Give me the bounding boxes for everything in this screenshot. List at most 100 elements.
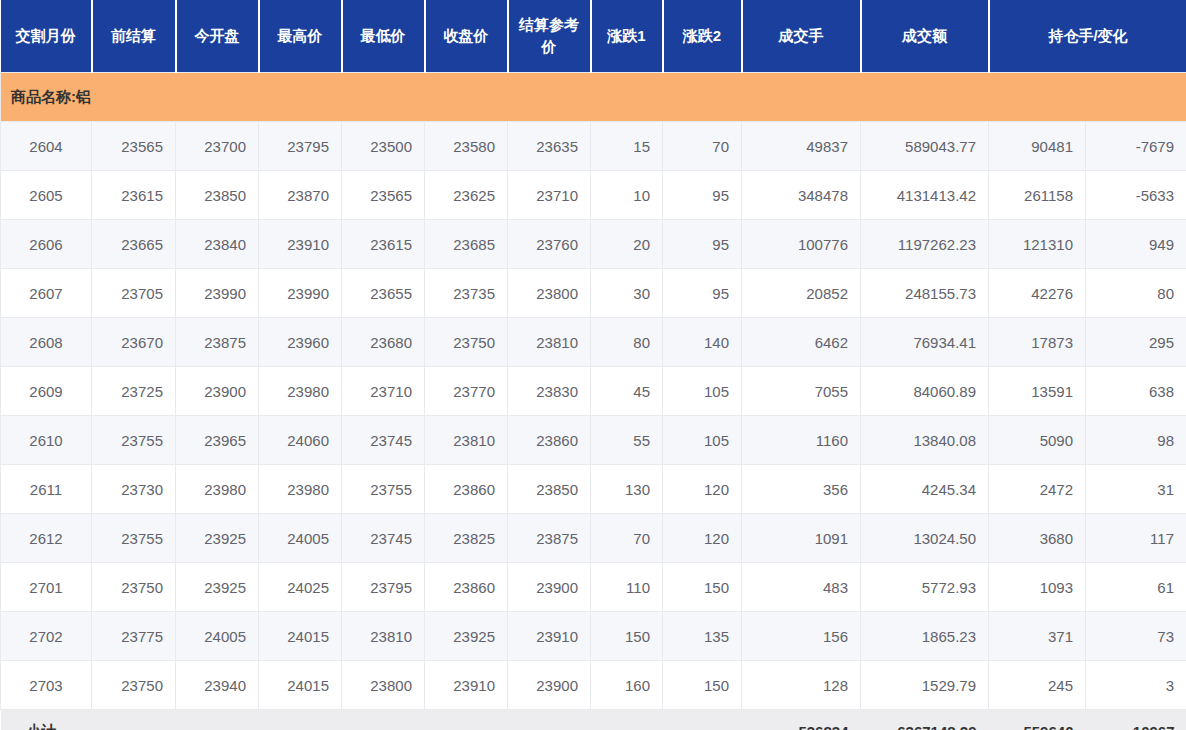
cell-value: 24015 (259, 612, 342, 661)
cell-delivery-month: 2606 (1, 220, 92, 269)
cell-value: 589043.77 (861, 122, 989, 171)
cell-value: 73 (1086, 612, 1186, 661)
cell-value: 120 (663, 465, 742, 514)
table-row: 2702237752400524015238102392523910150135… (1, 612, 1186, 661)
cell-value: 42276 (989, 269, 1086, 318)
cell-value: 23770 (425, 367, 508, 416)
cell-value: 295 (1086, 318, 1186, 367)
cell-value: 1197262.23 (861, 220, 989, 269)
cell-delivery-month: 2702 (1, 612, 92, 661)
commodity-group-row: 商品名称:铝 (1, 73, 1186, 122)
cell-value: 348478 (742, 171, 861, 220)
cell-value: 7055 (742, 367, 861, 416)
cell-value: 23810 (425, 416, 508, 465)
cell-value: 3 (1086, 661, 1186, 710)
cell-value: 4245.34 (861, 465, 989, 514)
cell-value: 245 (989, 661, 1086, 710)
cell-value: 13024.50 (861, 514, 989, 563)
cell-value: 13840.08 (861, 416, 989, 465)
cell-value: 23825 (425, 514, 508, 563)
table-row: 2604235652370023795235002358023635157049… (1, 122, 1186, 171)
cell-value: 120 (663, 514, 742, 563)
cell-value: 23965 (176, 416, 259, 465)
cell-value: 80 (591, 318, 663, 367)
cell-value: 23830 (508, 367, 591, 416)
cell-value: 23980 (176, 465, 259, 514)
cell-value: 13591 (989, 367, 1086, 416)
cell-value: 23870 (259, 171, 342, 220)
cell-value: 6462 (742, 318, 861, 367)
cell-value: 23670 (92, 318, 176, 367)
cell-value: 30 (591, 269, 663, 318)
cell-value: 248155.73 (861, 269, 989, 318)
cell-value: 23750 (425, 318, 508, 367)
cell-value: 23940 (176, 661, 259, 710)
cell-value: 638 (1086, 367, 1186, 416)
cell-value: 95 (663, 220, 742, 269)
cell-value: 24025 (259, 563, 342, 612)
table-body: 商品名称:铝 260423565237002379523500235802363… (1, 73, 1186, 730)
futures-table: 交割月份 前结算 今开盘 最高价 最低价 收盘价 结算参考价 涨跌1 涨跌2 成… (0, 0, 1186, 730)
cell-value: 95 (663, 171, 742, 220)
cell-delivery-month: 2610 (1, 416, 92, 465)
col-header-volume: 成交手 (742, 0, 861, 73)
subtotal-row: 小计 536834 6367148.29 559640 -10967 (1, 710, 1186, 730)
cell-value: 23860 (425, 563, 508, 612)
cell-value: 23730 (92, 465, 176, 514)
cell-value: 483 (742, 563, 861, 612)
cell-value: 23755 (92, 514, 176, 563)
cell-value: 135 (663, 612, 742, 661)
col-header-open-interest-change: 持仓手/变化 (989, 0, 1186, 73)
cell-value: 31 (1086, 465, 1186, 514)
cell-value: 23655 (342, 269, 425, 318)
col-header-prev-settlement: 前结算 (92, 0, 176, 73)
col-header-settlement-ref: 结算参考价 (508, 0, 591, 73)
cell-value: 105 (663, 416, 742, 465)
cell-value: 23750 (92, 563, 176, 612)
subtotal-turnover: 6367148.29 (861, 710, 989, 730)
cell-value: 121310 (989, 220, 1086, 269)
table-row: 2610237552396524060237452381023860551051… (1, 416, 1186, 465)
cell-value: 23635 (508, 122, 591, 171)
cell-value: 23875 (176, 318, 259, 367)
cell-value: 23910 (425, 661, 508, 710)
cell-value: 23615 (92, 171, 176, 220)
cell-value: 10 (591, 171, 663, 220)
cell-value: 55 (591, 416, 663, 465)
cell-value: 23900 (508, 563, 591, 612)
cell-value: 105 (663, 367, 742, 416)
cell-value: 95 (663, 269, 742, 318)
cell-value: 70 (591, 514, 663, 563)
cell-value: 23565 (92, 122, 176, 171)
cell-value: 130 (591, 465, 663, 514)
cell-value: 24060 (259, 416, 342, 465)
subtotal-label: 小计 (1, 710, 92, 730)
cell-value: 23850 (508, 465, 591, 514)
cell-value: 1093 (989, 563, 1086, 612)
cell-value: 23565 (342, 171, 425, 220)
cell-value: 23745 (342, 514, 425, 563)
cell-value: 23810 (342, 612, 425, 661)
col-header-change1: 涨跌1 (591, 0, 663, 73)
subtotal-open-interest: 559640 (989, 710, 1086, 730)
table-row: 2701237502392524025237952386023900110150… (1, 563, 1186, 612)
cell-value: 2472 (989, 465, 1086, 514)
col-header-high: 最高价 (259, 0, 342, 73)
cell-delivery-month: 2701 (1, 563, 92, 612)
cell-value: 23925 (176, 563, 259, 612)
cell-value: 23860 (425, 465, 508, 514)
cell-value: 23980 (259, 465, 342, 514)
cell-value: 110 (591, 563, 663, 612)
cell-value: 150 (663, 563, 742, 612)
cell-value: 49837 (742, 122, 861, 171)
cell-value: 23665 (92, 220, 176, 269)
cell-value: 23925 (176, 514, 259, 563)
futures-quotes-page: 交割月份 前结算 今开盘 最高价 最低价 收盘价 结算参考价 涨跌1 涨跌2 成… (0, 0, 1186, 730)
cell-delivery-month: 2611 (1, 465, 92, 514)
cell-value: 24015 (259, 661, 342, 710)
cell-value: 23750 (92, 661, 176, 710)
cell-value: 23500 (342, 122, 425, 171)
cell-value: 3680 (989, 514, 1086, 563)
table-row: 2609237252390023980237102377023830451057… (1, 367, 1186, 416)
cell-value: 128 (742, 661, 861, 710)
